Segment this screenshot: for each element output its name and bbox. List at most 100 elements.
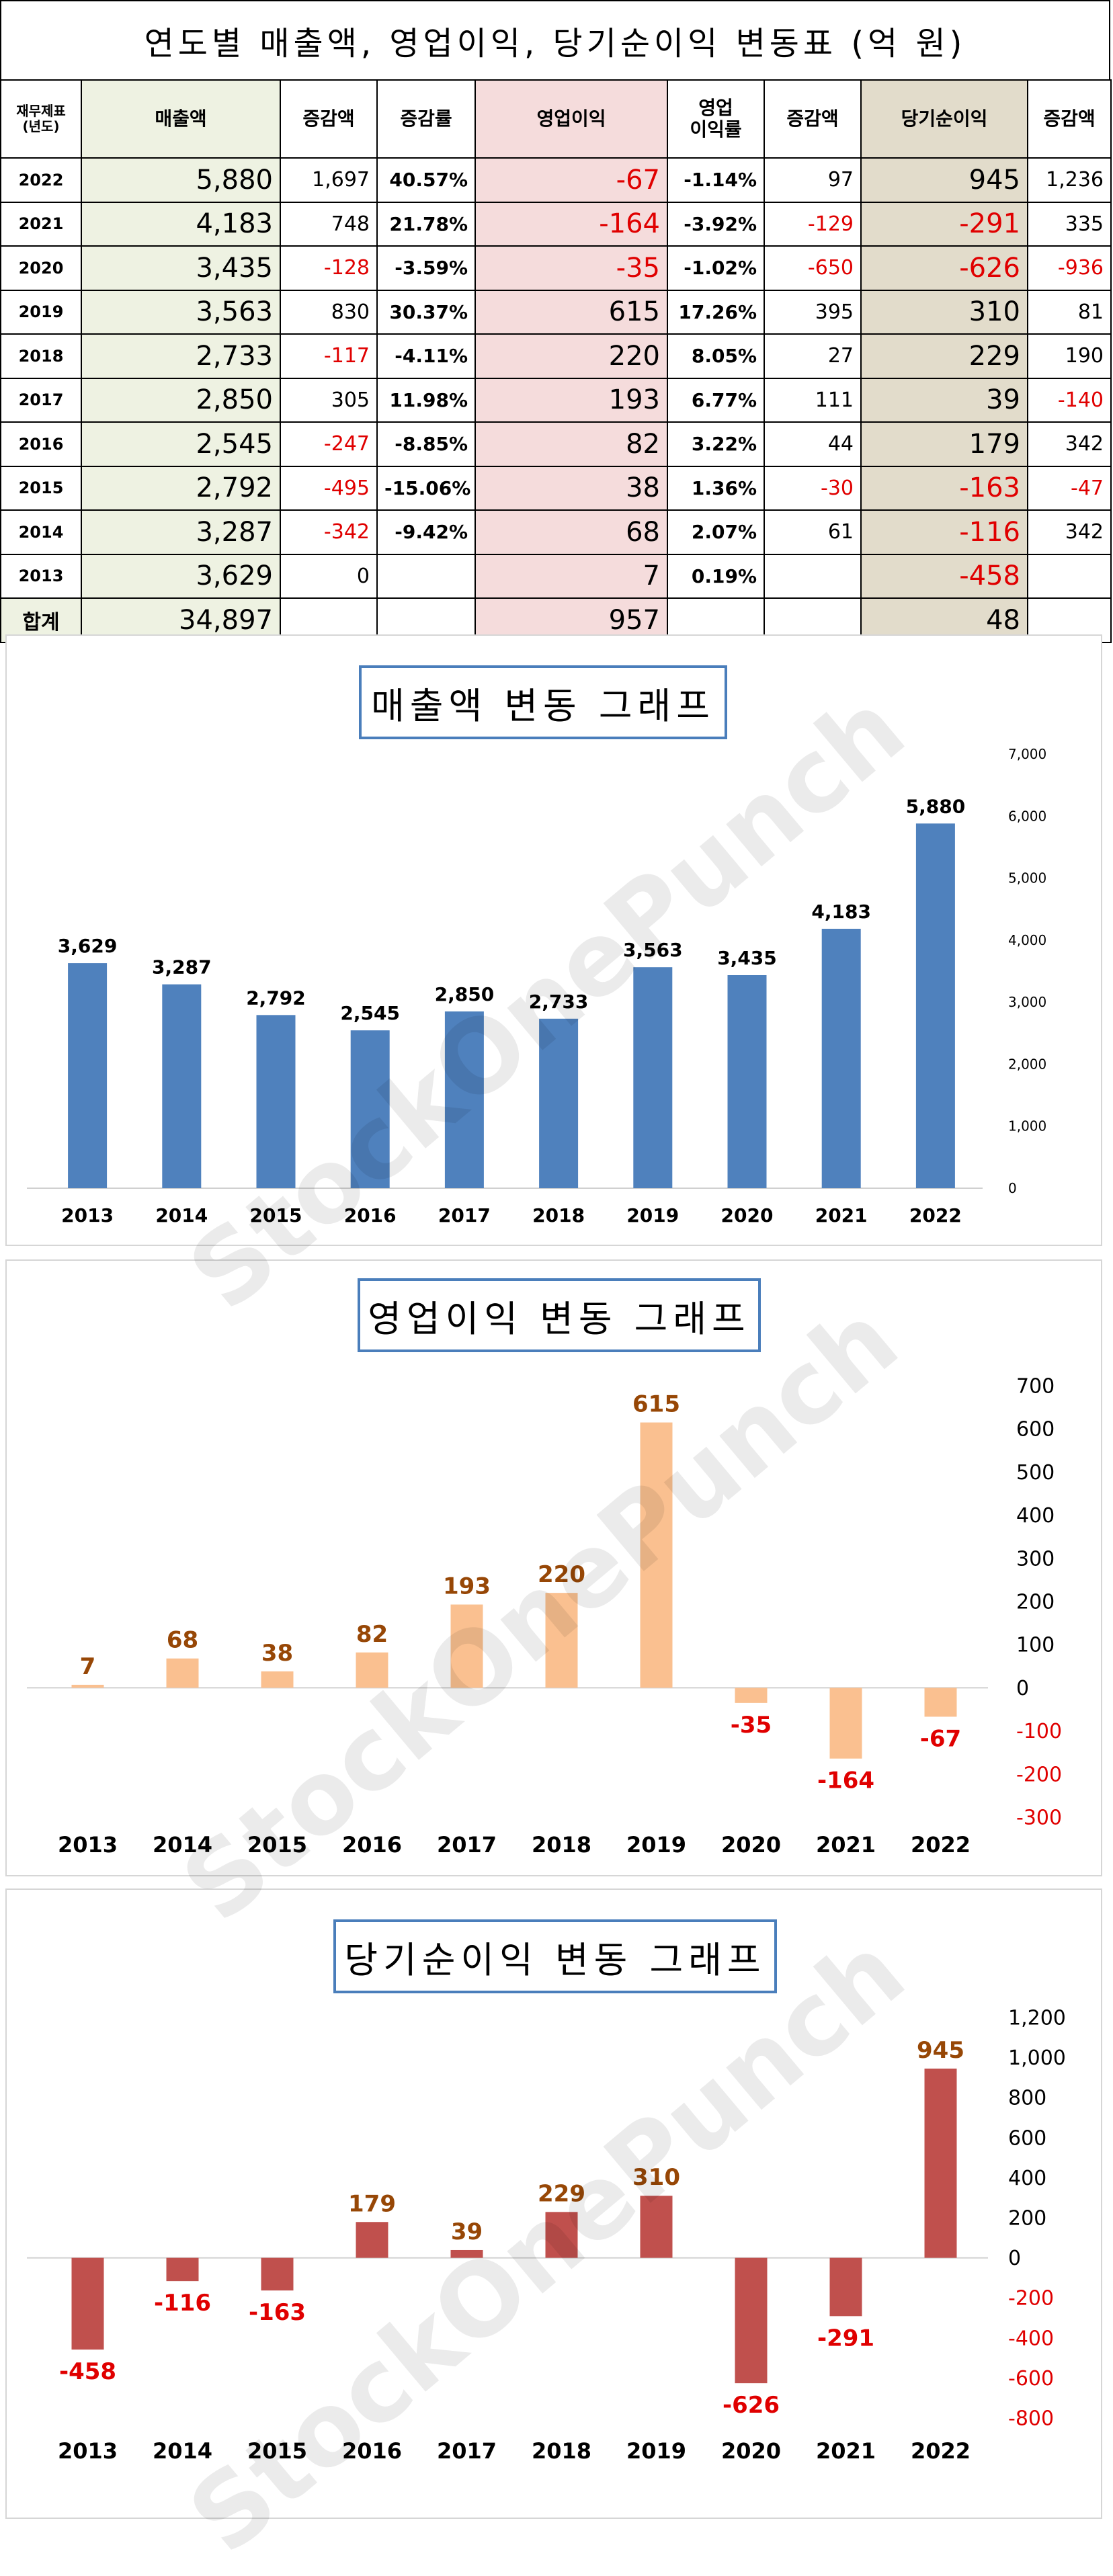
- sales-cell: 2,545: [81, 421, 281, 467]
- table-title: 연도별 매출액, 영업이익, 당기순이익 변동표 (억 원): [0, 0, 1110, 81]
- op-change-cell: -650: [764, 245, 862, 291]
- data-label: 310: [632, 2164, 680, 2191]
- net-income-cell: 310: [860, 289, 1028, 335]
- bar: [450, 1604, 483, 1688]
- data-label: 3,563: [623, 939, 683, 961]
- bar: [915, 823, 955, 1188]
- table-row: 2015 2,792 -495 -15.06% 38 1.36% -30 -163 -47: [0, 465, 1112, 511]
- operating-margin-cell: 6.77%: [667, 377, 765, 423]
- y-tick-label: -100: [1016, 1720, 1062, 1743]
- bar: [261, 1671, 294, 1688]
- y-tick-label: 0: [1016, 1677, 1029, 1700]
- data-label: 179: [348, 2190, 396, 2217]
- sales-change-cell: 1,697: [280, 157, 378, 203]
- op-change-cell: 111: [764, 377, 862, 423]
- y-tick-label: 200: [1008, 2207, 1046, 2231]
- op-change-cell: -129: [764, 201, 862, 247]
- table-header-row: 재무제표 (년도) 매출액 증감액 증감률 영업이익 영업 이익률 증감액 당기…: [0, 79, 1112, 159]
- operating-margin-cell: 17.26%: [667, 289, 765, 335]
- x-tick-label: 2013: [58, 1832, 118, 1858]
- sales-rate-cell: 40.57%: [376, 157, 476, 203]
- sales-change-cell: -342: [280, 509, 378, 555]
- sales-cell: 3,563: [81, 289, 281, 335]
- y-tick-label: 2,000: [1008, 1056, 1046, 1072]
- bar: [71, 2257, 104, 2350]
- financial-table: 재무제표 (년도) 매출액 증감액 증감률 영업이익 영업 이익률 증감액 당기…: [0, 79, 1112, 643]
- operating-profit-cell: 615: [475, 289, 668, 335]
- data-label: 229: [538, 2180, 585, 2207]
- table-row: 2013 3,629 0 7 0.19% -458: [0, 553, 1112, 599]
- operating-margin-cell: 0.19%: [667, 553, 765, 599]
- year-cell: 2022: [0, 157, 82, 203]
- bar: [356, 2222, 388, 2258]
- bar: [829, 1688, 862, 1759]
- operating-margin-cell: 3.22%: [667, 421, 765, 467]
- x-tick-label: 2017: [437, 2438, 497, 2464]
- x-tick-label: 2020: [721, 2438, 781, 2464]
- y-tick-label: 400: [1008, 2167, 1046, 2190]
- y-tick-label: 0: [1008, 2247, 1021, 2270]
- op-change-cell: 44: [764, 421, 862, 467]
- financial-table-section: 연도별 매출액, 영업이익, 당기순이익 변동표 (억 원) 재무제표 (년도)…: [0, 0, 1112, 643]
- sales-rate-cell: [376, 553, 476, 599]
- net-change-cell: 342: [1027, 421, 1112, 467]
- operating-profit-cell: 220: [475, 333, 668, 379]
- year-cell: 2016: [0, 421, 82, 467]
- sales-rate-cell: 11.98%: [376, 377, 476, 423]
- sales-cell: 2,850: [81, 377, 281, 423]
- data-label: -626: [723, 2392, 780, 2419]
- sales-change-cell: 305: [280, 377, 378, 423]
- table-row: 2019 3,563 830 30.37% 615 17.26% 395 310 81: [0, 289, 1112, 335]
- x-tick-label: 2016: [344, 1204, 397, 1227]
- x-tick-label: 2014: [153, 2438, 212, 2464]
- bar: [261, 2257, 294, 2291]
- operating-margin-cell: 8.05%: [667, 333, 765, 379]
- data-label: 2,850: [435, 983, 495, 1005]
- header-sales: 매출액: [81, 79, 281, 159]
- y-tick-label: 7,000: [1008, 746, 1046, 762]
- x-tick-label: 2021: [816, 1832, 876, 1858]
- year-cell: 2019: [0, 289, 82, 335]
- header-op-change: 증감액: [764, 79, 862, 159]
- bar: [356, 1652, 388, 1688]
- year-cell: 2020: [0, 245, 82, 291]
- net-change-cell: -47: [1027, 465, 1112, 511]
- data-label: 220: [538, 1561, 585, 1588]
- net-income-cell: 229: [860, 333, 1028, 379]
- op-change-cell: [764, 553, 862, 599]
- y-tick-label: -200: [1016, 1763, 1062, 1786]
- year-cell: 2018: [0, 333, 82, 379]
- y-tick-label: 1,000: [1008, 1118, 1046, 1134]
- x-tick-label: 2015: [247, 1832, 307, 1858]
- operating-profit-cell: -35: [475, 245, 668, 291]
- x-tick-label: 2017: [437, 1832, 497, 1858]
- x-tick-label: 2021: [815, 1204, 868, 1227]
- x-tick-label: 2020: [721, 1204, 774, 1227]
- x-tick-label: 2014: [155, 1204, 208, 1227]
- y-tick-label: -600: [1008, 2367, 1054, 2391]
- sales-cell: 2,792: [81, 465, 281, 511]
- sales-rate-cell: 30.37%: [376, 289, 476, 335]
- x-tick-label: 2019: [626, 1204, 679, 1227]
- sales-change-cell: -117: [280, 333, 378, 379]
- sales-cell: 3,287: [81, 509, 281, 555]
- year-cell: 2017: [0, 377, 82, 423]
- sales-cell: 5,880: [81, 157, 281, 203]
- bar: [166, 1658, 199, 1688]
- bar: [162, 984, 202, 1188]
- net-change-cell: 1,236: [1027, 157, 1112, 203]
- net-change-cell: 342: [1027, 509, 1112, 555]
- y-tick-label: 5,000: [1008, 870, 1046, 886]
- sales-change-cell: 0: [280, 553, 378, 599]
- x-tick-label: 2019: [626, 1832, 686, 1858]
- net-income-chart-panel: 당기순이익 변동 그래프 -800 -600 -400 -200 0 200 400 600 8…: [5, 1888, 1102, 2519]
- x-tick-label: 2015: [250, 1204, 302, 1227]
- data-label: 3,435: [717, 947, 777, 969]
- header-operating-profit: 영업이익: [475, 79, 668, 159]
- bar: [256, 1015, 296, 1188]
- x-tick-label: 2019: [626, 2438, 686, 2464]
- data-label: -67: [920, 1725, 961, 1752]
- bar: [821, 928, 861, 1188]
- sales-rate-cell: 21.78%: [376, 201, 476, 247]
- y-tick-label: 200: [1016, 1591, 1055, 1614]
